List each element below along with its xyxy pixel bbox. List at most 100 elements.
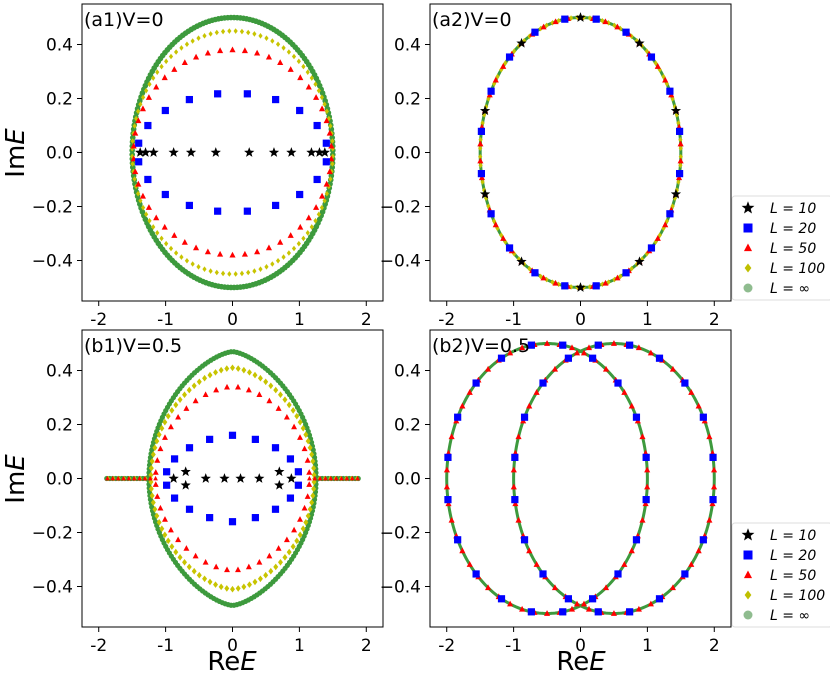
data-point — [478, 145, 483, 152]
data-point — [202, 374, 208, 382]
data-point — [305, 83, 312, 90]
data-point — [163, 481, 171, 489]
data-point — [224, 365, 230, 372]
x-tick-label: 1 — [294, 636, 305, 656]
data-point — [479, 188, 491, 199]
data-point — [161, 106, 169, 115]
data-point — [132, 168, 139, 175]
data-point — [303, 431, 309, 438]
data-point — [135, 117, 142, 124]
data-point — [270, 38, 275, 44]
data-point — [271, 444, 280, 452]
data-point — [252, 31, 257, 37]
data-point — [610, 610, 618, 616]
data-point — [519, 605, 526, 612]
data-point — [483, 195, 489, 202]
data-point — [175, 536, 182, 543]
data-point — [286, 49, 291, 55]
data-point — [252, 268, 257, 274]
data-point — [612, 276, 617, 283]
data-point — [156, 431, 162, 438]
data-point — [159, 63, 164, 70]
data-point — [135, 147, 146, 157]
data-point — [264, 35, 269, 41]
data-point — [268, 382, 274, 390]
data-point — [297, 74, 304, 81]
data-point — [666, 210, 674, 218]
data-point — [163, 468, 171, 476]
data-point — [472, 379, 480, 387]
data-point — [580, 600, 588, 607]
data-point — [564, 595, 572, 603]
data-point — [275, 41, 281, 48]
panels-group: -2 -1 0 1 2 −0.4 −0.2 0.0 0.2 0.4 (a1)V=0 -2 -1 0 1 2 −0… — [32, 3, 732, 656]
legend-marker — [743, 243, 753, 252]
data-point — [503, 60, 508, 67]
data-point — [157, 504, 164, 511]
data-point — [301, 445, 308, 452]
data-point — [233, 271, 238, 277]
data-point — [561, 282, 569, 290]
data-point — [268, 567, 274, 575]
data-point — [256, 391, 263, 398]
data-point — [153, 475, 158, 481]
data-point — [678, 145, 683, 152]
data-point — [510, 483, 517, 490]
data-point — [126, 475, 132, 481]
x-tick-label: 2 — [361, 310, 372, 330]
data-point — [179, 254, 184, 260]
data-point — [263, 571, 269, 579]
data-point — [322, 158, 330, 166]
data-point — [185, 147, 197, 157]
data-point — [492, 221, 499, 228]
data-point — [235, 473, 246, 483]
data-point — [130, 161, 135, 167]
data-point — [139, 105, 146, 112]
x-tick-label: 0 — [227, 310, 238, 330]
data-point — [681, 379, 689, 387]
data-point — [662, 221, 669, 228]
data-point — [149, 457, 155, 465]
data-point — [207, 578, 213, 586]
data-point — [286, 494, 295, 502]
axes-frame — [429, 329, 732, 628]
y-tick-label: 0.4 — [394, 362, 421, 382]
data-point — [273, 386, 279, 394]
data-point — [589, 354, 597, 362]
data-point — [135, 180, 142, 187]
data-point — [512, 250, 517, 257]
data-point — [539, 379, 547, 387]
data-point — [185, 444, 194, 452]
data-point — [168, 245, 174, 252]
data-point — [657, 232, 662, 239]
y-tick-label: 0.2 — [394, 90, 421, 110]
data-point — [647, 600, 654, 607]
data-point — [309, 451, 315, 458]
data-point — [138, 101, 143, 108]
data-point — [568, 15, 574, 21]
data-point — [256, 558, 263, 565]
legend-marker — [744, 263, 752, 273]
panel-a1: -2 -1 0 1 2 −0.4 −0.2 0.0 0.2 0.4 (a1)V=0 — [32, 3, 384, 330]
data-point — [482, 112, 487, 118]
data-point — [202, 558, 209, 565]
legend-label: L = 20 — [770, 548, 816, 564]
data-point — [167, 526, 174, 533]
data-point — [200, 473, 211, 483]
data-point — [155, 230, 160, 236]
data-point — [283, 536, 290, 543]
data-point — [151, 224, 156, 230]
data-point — [257, 374, 263, 382]
data-point — [344, 475, 350, 481]
data-point — [251, 514, 259, 522]
data-point — [233, 28, 238, 34]
data-point — [326, 129, 333, 136]
data-point — [306, 469, 313, 475]
data-point — [312, 475, 318, 481]
data-point — [444, 496, 452, 504]
data-point — [287, 232, 294, 238]
data-point — [642, 496, 650, 504]
data-point — [155, 69, 160, 75]
data-point — [550, 20, 555, 26]
